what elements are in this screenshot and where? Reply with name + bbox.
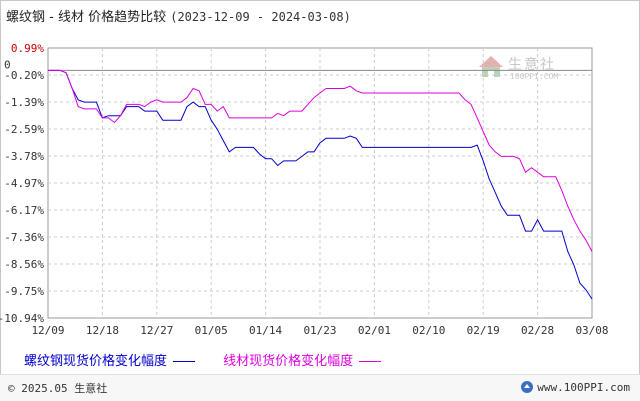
y-tick-label: -4.97% [4, 177, 44, 190]
x-tick-label: 12/09 [31, 324, 64, 337]
x-tick-label: 01/05 [195, 324, 228, 337]
site-link[interactable]: www.100PPI.com [520, 380, 630, 394]
x-axis-ticks: 12/09 12/18 12/27 01/05 01/14 01/23 02/01 02/10… [31, 324, 608, 337]
x-tick-label: 02/28 [521, 324, 554, 337]
y-tick-label: -8.56% [4, 258, 44, 271]
x-tick-label: 02/10 [412, 324, 445, 337]
watermark-logo-icon [479, 56, 503, 77]
chart-title: 螺纹钢 - 线材 价格趋势比较 (2023-12-09 - 2024-03-08… [6, 6, 351, 25]
y-tick-label: -1.39% [4, 96, 44, 109]
title-text: 螺纹钢 - 线材 价格趋势比较 [6, 10, 167, 25]
legend-label-wire: 线材现货价格变化幅度 [223, 354, 354, 369]
x-tick-label: 02/19 [467, 324, 500, 337]
y-tick-label: -6.17% [4, 204, 44, 217]
series-line-rebar [48, 69, 593, 300]
x-tick-label: 01/23 [303, 324, 336, 337]
legend-label-rebar: 螺纹钢现货价格变化幅度 [24, 354, 168, 369]
y-tick-label: -7.36% [4, 231, 44, 244]
legend-item-wire: 线材现货价格变化幅度 [223, 350, 387, 369]
date-range: (2023-12-09 - 2024-03-08) [170, 10, 351, 24]
y-tick-label: -0.20% [4, 69, 44, 82]
y-tick-label: -3.78% [4, 150, 44, 163]
chart-series [48, 69, 593, 300]
legend-swatch-wire [359, 361, 382, 362]
series-line-wire [48, 69, 593, 252]
copyright-text: © 2025.05 生意社 [8, 382, 108, 395]
x-tick-label: 12/27 [140, 324, 173, 337]
y-axis-ticks: 0.99% -0.20% -1.39% -2.59% -3.78% -4.97% -6.17… [0, 42, 44, 325]
x-tick-label: 03/08 [575, 324, 608, 337]
site-logo-icon [521, 381, 534, 393]
watermark: 生意社 100PPI.COM [478, 54, 558, 85]
watermark-name: 生意社 [508, 57, 556, 73]
x-tick-label: 01/14 [249, 324, 282, 337]
chart-legend: 螺纹钢现货价格变化幅度 线材现货价格变化幅度 [24, 350, 405, 369]
zero-marker: 0 [4, 58, 11, 71]
legend-item-rebar: 螺纹钢现货价格变化幅度 [24, 350, 201, 369]
site-url: www.100PPI.com [537, 381, 630, 394]
y-tick-label: 0.99% [11, 42, 44, 55]
chart-grid [47, 47, 593, 319]
watermark-url: 100PPI.COM [510, 72, 559, 81]
footer-bar: © 2025.05 生意社 www.100PPI.com [0, 374, 640, 401]
y-tick-label: -9.75% [4, 285, 44, 298]
y-tick-label: -2.59% [4, 123, 44, 136]
legend-swatch-rebar [173, 361, 196, 362]
x-tick-label: 12/18 [86, 324, 119, 337]
y-tick-label: -10.94% [0, 312, 44, 325]
x-tick-label: 02/01 [358, 324, 391, 337]
